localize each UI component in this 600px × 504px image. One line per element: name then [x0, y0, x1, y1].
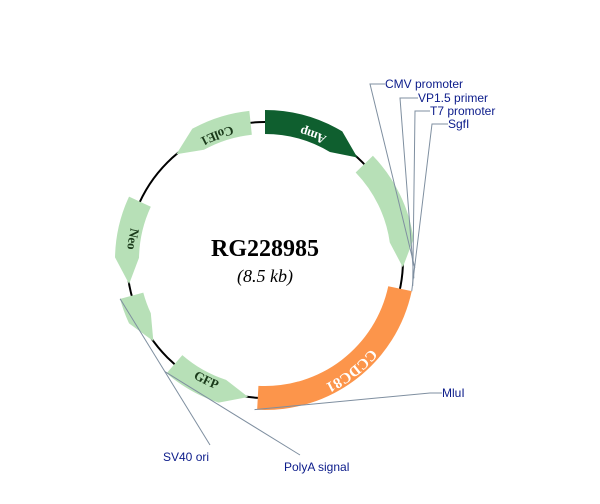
plasmid-size: (8.5 kb) [237, 266, 293, 287]
segment-label-neo: Neo [124, 227, 142, 250]
callout-line-sgfi [412, 124, 448, 291]
callout-label-polya: PolyA signal [284, 460, 349, 474]
callout-label-t7: T7 promoter [430, 104, 495, 118]
callout-label-sgfi: SgfI [448, 117, 469, 131]
segment-neo2 [120, 293, 153, 342]
callout-line-polya [165, 371, 300, 455]
callout-label-vp15: VP1.5 primer [418, 91, 488, 105]
plasmid-name: RG228985 [211, 236, 319, 262]
segment-cmv [356, 156, 414, 267]
callout-label-mlui: MluI [442, 386, 465, 400]
callout-label-sv40: SV40 ori [163, 450, 209, 464]
callout-label-cmv_prom: CMV promoter [385, 77, 463, 91]
